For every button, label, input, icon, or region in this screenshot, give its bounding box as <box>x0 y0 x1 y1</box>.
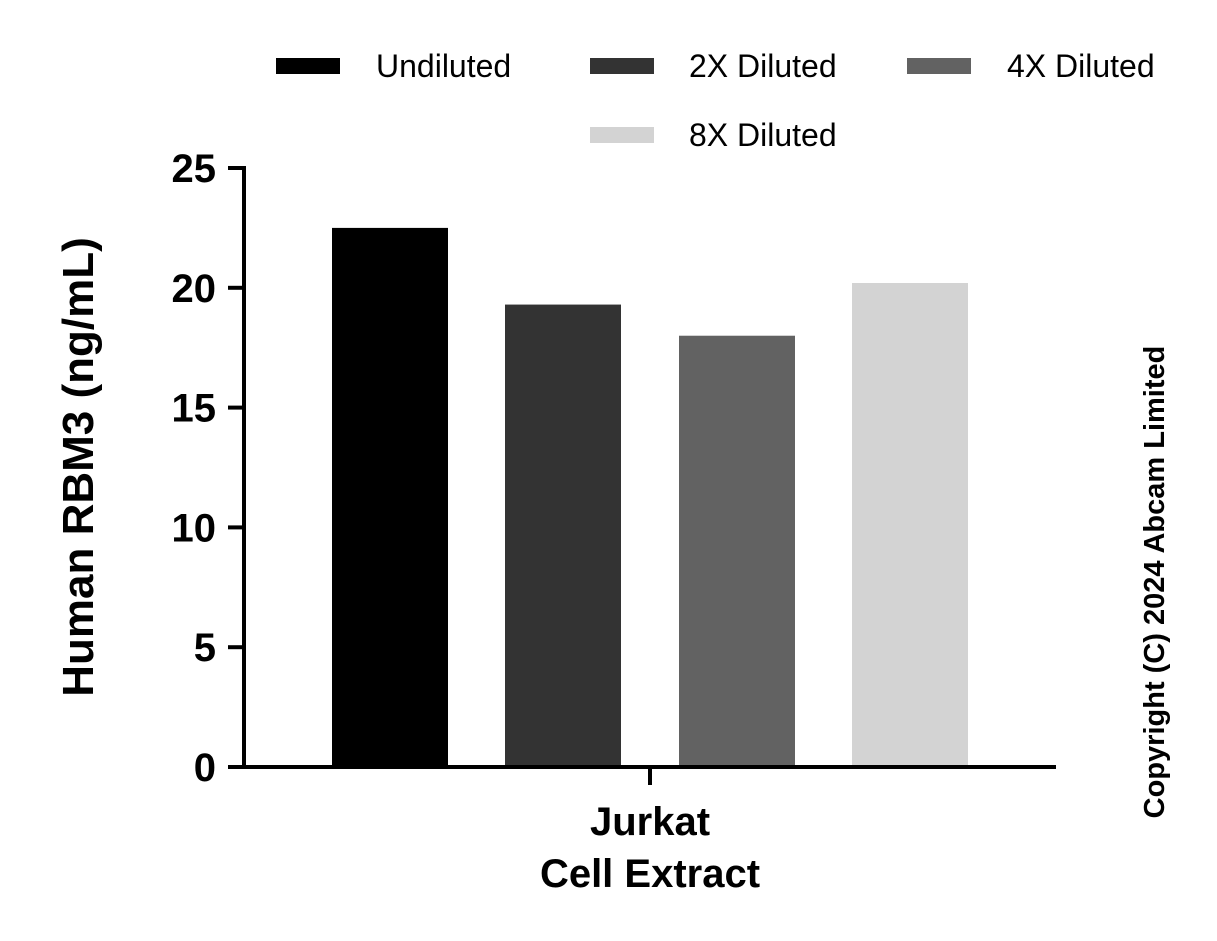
y-tick-label: 0 <box>194 746 216 790</box>
legend-swatch <box>907 58 971 74</box>
y-tick-label: 20 <box>172 267 217 311</box>
legend-swatch <box>590 58 654 74</box>
chart-axes <box>242 166 1056 785</box>
bar-2x-diluted <box>505 304 621 767</box>
bar-4x-diluted <box>679 335 795 767</box>
legend-label: 8X Diluted <box>689 117 837 153</box>
copyright-text: Copyright (C) 2024 Abcam Limited <box>1139 346 1171 819</box>
x-category-label-line: Jurkat <box>590 800 710 844</box>
chart-legend: Undiluted 2X Diluted 4X Diluted 8X Diluted <box>276 48 1155 153</box>
y-tick-label: 10 <box>172 506 217 550</box>
legend-swatch <box>590 127 654 143</box>
x-category-labels: Jurkat Cell Extract <box>540 800 760 896</box>
legend-label: Undiluted <box>376 48 511 84</box>
bar-group <box>332 227 968 767</box>
y-axis-ticks: 0 5 10 15 20 25 <box>172 147 244 790</box>
x-category-label-line: Cell Extract <box>540 852 760 896</box>
y-tick-label: 5 <box>194 626 216 670</box>
y-tick-label: 25 <box>172 147 217 191</box>
legend-label: 2X Diluted <box>689 48 837 84</box>
legend-label: 4X Diluted <box>1007 48 1155 84</box>
y-tick-label: 15 <box>172 387 217 431</box>
y-axis-title: Human RBM3 (ng/mL) <box>54 237 103 697</box>
bar-8x-diluted <box>852 283 968 767</box>
legend-swatch <box>276 58 340 74</box>
bar-undiluted <box>332 227 448 767</box>
